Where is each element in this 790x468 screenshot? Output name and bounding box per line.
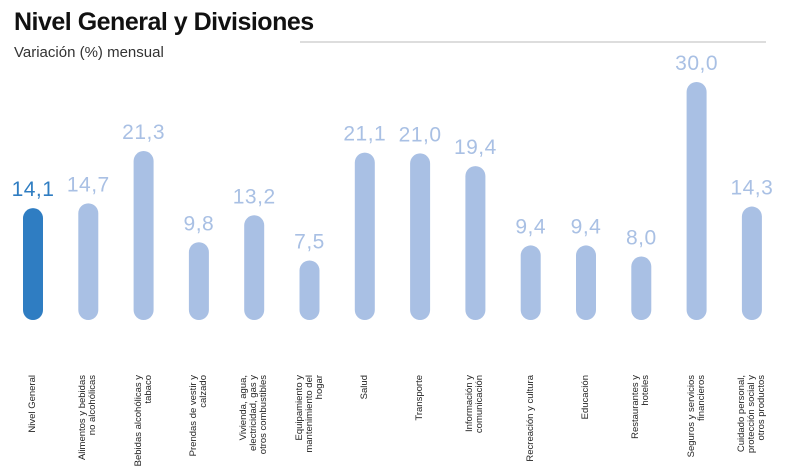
chart-title: Nivel General y Divisiones — [14, 8, 314, 36]
x-tick-label: Bebidas alcohólicas y tabaco — [132, 375, 154, 467]
bar — [631, 256, 652, 320]
value-label: 7,5 — [294, 231, 325, 254]
value-label: 9,4 — [571, 215, 602, 238]
bar — [188, 242, 209, 320]
value-label: 30,0 — [675, 52, 718, 75]
x-tick-label: Nivel General — [27, 375, 38, 433]
x-tick-label: Salud — [358, 375, 370, 400]
bar — [520, 245, 541, 320]
x-tick-label: Información y comunicación — [464, 375, 486, 434]
chart-subtitle: Variación (%) mensual — [14, 44, 164, 61]
value-label: 8,0 — [626, 227, 657, 250]
value-label: 21,0 — [399, 123, 442, 146]
bar — [299, 260, 320, 320]
value-label: 9,8 — [184, 212, 215, 235]
value-label: 14,7 — [67, 173, 110, 196]
x-tick-label: Educación — [580, 375, 591, 420]
value-label: 19,4 — [454, 136, 497, 159]
value-label: 21,3 — [122, 121, 165, 144]
x-tick-label: Seguros y servicios financieros — [685, 375, 707, 458]
value-label: 21,1 — [343, 123, 386, 146]
value-label: 9,4 — [515, 215, 546, 238]
x-tick-label: Restaurantes y hoteles — [630, 375, 652, 439]
bar — [244, 215, 265, 320]
bar — [354, 152, 375, 320]
x-tick-label: Alimentos y bebidas no alcohólicas — [77, 375, 99, 461]
bar — [465, 166, 486, 320]
x-tick-label: Vivienda, agua, electricidad, gas y otro… — [238, 375, 270, 455]
bar — [78, 203, 99, 320]
value-label: 14,1 — [12, 178, 55, 201]
x-tick-label: Prendas de vestir y calzado — [187, 375, 209, 457]
x-tick-label: Transporte — [414, 375, 426, 421]
bar — [686, 82, 707, 320]
x-tick-label: Cuidado personal, protección social y ot… — [735, 375, 767, 454]
bar — [23, 208, 43, 320]
bar — [741, 206, 762, 320]
x-tick-label: Recreación y cultura — [524, 375, 536, 462]
bar — [133, 151, 154, 320]
value-label: 13,2 — [233, 185, 276, 208]
bar — [410, 153, 431, 320]
x-tick-label: Equipamiento y mantenimiento del hogar — [293, 375, 325, 453]
value-label: 14,3 — [730, 177, 773, 200]
bar — [576, 245, 596, 320]
